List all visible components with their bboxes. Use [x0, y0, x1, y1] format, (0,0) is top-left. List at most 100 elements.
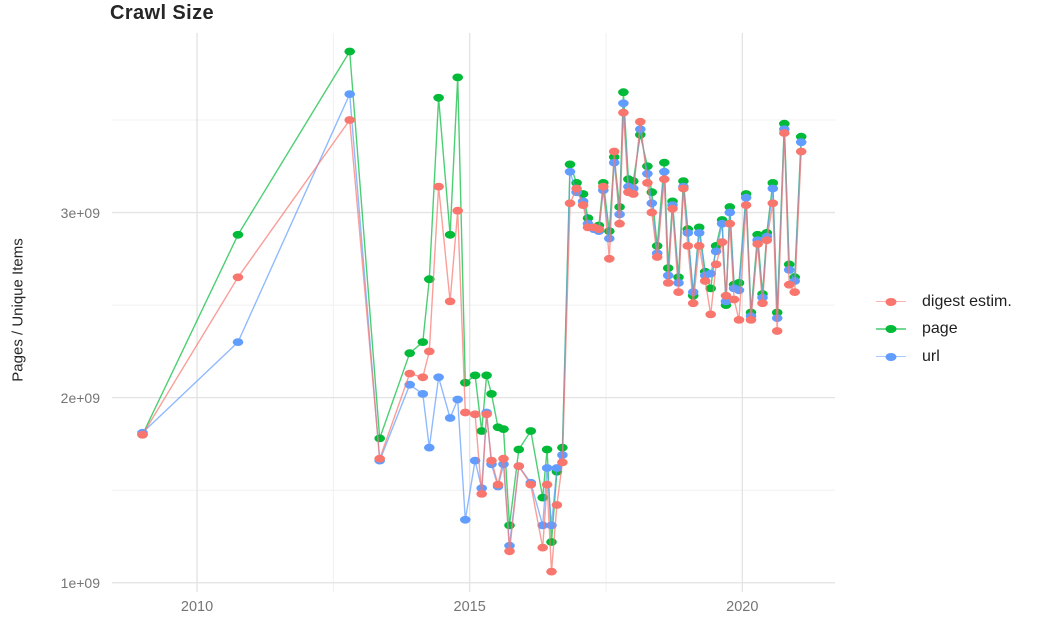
digest-point [598, 182, 609, 191]
digest-point [476, 490, 488, 498]
digest-point [618, 108, 629, 117]
digest-point [673, 288, 684, 296]
url-point [795, 138, 807, 147]
url-point [659, 167, 670, 176]
page-point [460, 378, 471, 387]
legend: digest estim. page url [876, 288, 1012, 371]
url-point [469, 456, 481, 465]
page-point [525, 427, 537, 435]
url-point [724, 208, 736, 217]
page-point [779, 119, 790, 128]
digest-point [604, 254, 615, 263]
digest-point [452, 206, 464, 215]
page-point [452, 73, 464, 82]
page-point [618, 88, 629, 97]
digest-point [771, 327, 783, 335]
url-point [460, 515, 471, 524]
digest-point [767, 199, 779, 208]
digest-point [557, 458, 568, 467]
url-point [646, 199, 658, 208]
digest-point [710, 260, 722, 269]
page-point [795, 132, 807, 141]
digest-point [659, 175, 670, 184]
page-point [433, 93, 444, 102]
page-point [693, 223, 705, 232]
digest-point [137, 430, 148, 439]
y-tick-label: 1e+09 [60, 574, 100, 591]
digest-point [469, 410, 481, 419]
digest-point [761, 236, 773, 245]
page-point [546, 538, 557, 546]
digest-point [564, 199, 576, 208]
digest-point [374, 454, 386, 463]
digest-point [642, 179, 653, 187]
url-point [635, 125, 646, 134]
digest-point [789, 288, 800, 296]
url-point [642, 169, 653, 178]
digest-point [740, 201, 752, 210]
y-tick-label: 3e+09 [60, 204, 100, 221]
x-tick-label: 2015 [453, 599, 486, 615]
y-axis-title: Pages / Unique Items [9, 238, 27, 382]
url-point [444, 414, 456, 422]
url-point [618, 99, 629, 108]
digest-point [571, 184, 582, 193]
digest-point [651, 253, 663, 261]
page-point [642, 162, 653, 171]
url-point [344, 90, 356, 98]
digest-point [424, 347, 435, 356]
digest-point [614, 219, 625, 228]
page-point [752, 230, 763, 239]
digest-point [628, 190, 639, 198]
x-tick-label: 2010 [180, 599, 214, 615]
digest-point [593, 225, 605, 234]
url-point [767, 184, 779, 193]
page-point [424, 275, 435, 284]
digest-point [460, 408, 471, 417]
url-point [452, 395, 464, 404]
url-point [693, 229, 705, 237]
digest-point [635, 117, 646, 126]
url-point [716, 219, 728, 228]
digest-point [752, 240, 763, 248]
digest-point [577, 201, 589, 210]
legend-label-page: page [922, 320, 958, 338]
digest-point [682, 242, 694, 250]
digest-point [795, 147, 807, 156]
x-tick-label: 2020 [726, 599, 759, 615]
legend-label-digest: digest estim. [922, 292, 1012, 310]
digest-point [783, 280, 795, 289]
page-point [659, 158, 670, 167]
url-point [733, 286, 745, 295]
page-point [564, 160, 576, 169]
digest-point [728, 295, 740, 304]
page-point [678, 177, 689, 186]
digest-point [504, 547, 515, 556]
page-point [486, 390, 497, 398]
url-point [687, 288, 699, 296]
legend-label-url: url [922, 347, 940, 365]
digest-point [608, 147, 620, 156]
page-point [232, 230, 244, 239]
legend-item-digest: digest estim. [876, 288, 1012, 316]
digest-point [513, 462, 525, 470]
digest-point [733, 316, 745, 324]
page-legend-key-icon [876, 323, 906, 335]
page-point [541, 445, 553, 454]
digest-point [232, 273, 244, 282]
digest-legend-key-icon [876, 296, 906, 308]
url-point [740, 193, 752, 202]
page-point [481, 371, 492, 380]
digest-point [646, 208, 658, 217]
digest-point [667, 204, 678, 213]
digest-point [525, 480, 537, 489]
page-point [344, 47, 356, 56]
page-point [628, 177, 639, 186]
digest-point [433, 182, 444, 191]
digest-point [687, 299, 699, 308]
url-point [720, 297, 732, 306]
digest-point [481, 410, 492, 419]
url-point [705, 269, 716, 278]
